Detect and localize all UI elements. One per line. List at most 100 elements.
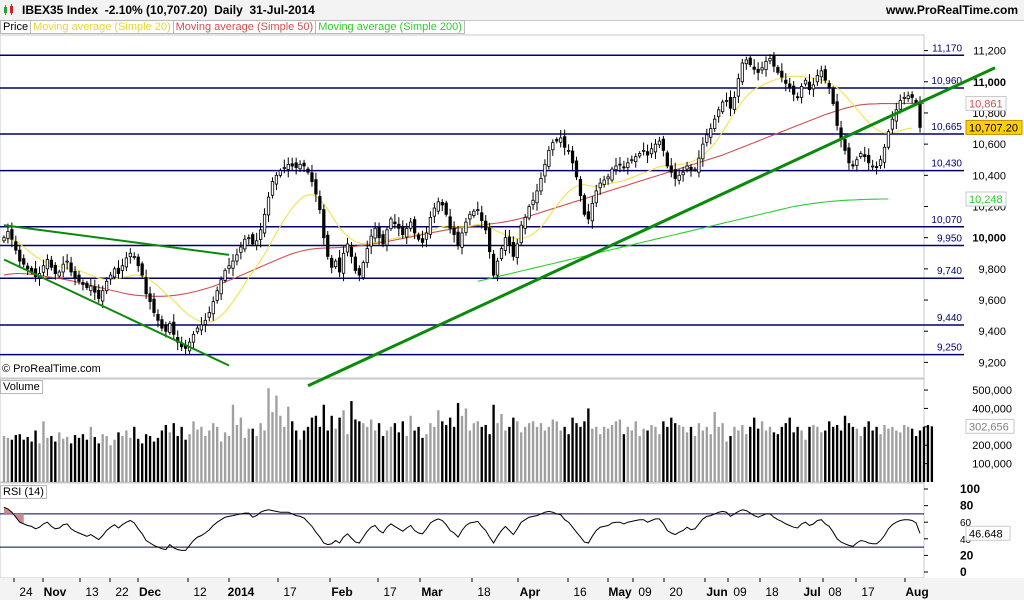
candle-body (484, 220, 488, 231)
trendline-downtrend-top[interactable] (3, 224, 230, 256)
volume-bar (283, 426, 286, 482)
volume-bar (760, 421, 764, 482)
candle-body (689, 166, 693, 172)
volume-bar (717, 426, 720, 482)
volume-bar (121, 436, 124, 482)
candle-body (14, 241, 18, 251)
legend-ma200[interactable]: Moving average (Simple 200) (316, 20, 465, 34)
candle-body (811, 84, 816, 90)
candle-body (120, 265, 125, 271)
volume-bar (239, 417, 243, 482)
candle-body (906, 95, 910, 100)
candle-body (412, 219, 417, 234)
candle-body (590, 202, 594, 222)
candle-body (456, 231, 460, 246)
candle-body (626, 162, 630, 168)
volume-bar (306, 426, 310, 482)
candle-body (681, 171, 685, 176)
candle-body (827, 82, 831, 89)
volume-bar (216, 426, 219, 482)
volume-bar (409, 415, 412, 482)
candle-body (468, 213, 472, 220)
rsi-tick-label: 20 (960, 548, 974, 562)
volume-bar (196, 429, 199, 482)
candle-body (886, 131, 891, 148)
volume-bar (622, 434, 626, 482)
candle-body (815, 75, 819, 83)
volume-bar (117, 432, 120, 482)
candle-body (132, 255, 136, 258)
price-tick-label: 10,800 (972, 108, 1006, 120)
volume-bar (788, 417, 791, 482)
volume-bar (602, 426, 606, 482)
candle-body (867, 154, 871, 164)
price-tick-label: 9,600 (978, 295, 1006, 307)
copyright-label: © ProRealTime.com (2, 363, 101, 375)
volume-bar (903, 424, 906, 482)
volume-bar (768, 426, 772, 482)
volume-bar (847, 423, 851, 482)
volume-bar (918, 430, 922, 482)
candle-body (444, 202, 448, 215)
volume-bar (22, 439, 25, 482)
x-tick-label: Jul (803, 585, 820, 599)
legend-ma20[interactable]: Moving average (Simple 20) (31, 20, 174, 34)
volume-value-tag-label: 302,656 (969, 421, 1009, 433)
volume-bar (476, 421, 479, 482)
volume-bar (429, 423, 432, 482)
volume-bar (737, 430, 740, 482)
candle-body (792, 85, 796, 95)
candle-body (705, 134, 709, 143)
candle-body (397, 223, 401, 229)
candle-body (274, 174, 279, 185)
volume-bar (101, 434, 104, 482)
candle-body (661, 138, 665, 151)
candle-body (653, 143, 658, 153)
candle-body (168, 323, 172, 333)
level-label: 10,960 (931, 76, 962, 87)
candle-body (112, 268, 117, 278)
legend-price[interactable]: Price (0, 20, 32, 34)
candle-body (108, 274, 113, 280)
volume-bar (156, 437, 160, 482)
candle-body (677, 174, 681, 181)
candle-body (401, 226, 405, 235)
volume-bar (370, 419, 373, 482)
volume-bar (914, 436, 918, 482)
chart-title: IBEX35 Index -2.10% (10,707.20) Daily 31… (22, 3, 315, 17)
volume-bar (235, 424, 239, 482)
candle-body (152, 298, 156, 313)
candle-body (760, 67, 764, 71)
volume-bar (385, 430, 389, 482)
candle-body (191, 333, 196, 343)
candle-body (93, 286, 97, 293)
volume-bar (839, 430, 843, 482)
volume-bar (381, 436, 385, 482)
candle-body (322, 209, 326, 239)
volume-bar (30, 441, 33, 482)
trendline-downtrend-bottom[interactable] (3, 258, 230, 367)
trendline-uptrend[interactable] (307, 66, 996, 388)
volume-bar (81, 434, 85, 482)
volume-bar (441, 421, 444, 482)
volume-bar (10, 439, 14, 482)
volume-bar (559, 430, 562, 482)
rsi-tick-label: 0 (960, 565, 967, 579)
candle-body (432, 207, 436, 217)
candle-body (578, 178, 583, 196)
volume-bar (330, 415, 333, 482)
candle-body (551, 142, 555, 151)
candle-body (780, 70, 784, 78)
legend-ma50[interactable]: Moving average (Simple 50) (173, 20, 317, 34)
volume-bar (496, 423, 499, 482)
candle-body (314, 179, 318, 195)
candle-body (57, 271, 61, 277)
candle-body (665, 152, 669, 167)
candle-body (464, 221, 468, 233)
volume-bar (677, 424, 681, 482)
candle-body (713, 118, 717, 129)
volume-bar (484, 424, 487, 482)
candle-body (89, 285, 93, 292)
candle-body (69, 262, 73, 273)
